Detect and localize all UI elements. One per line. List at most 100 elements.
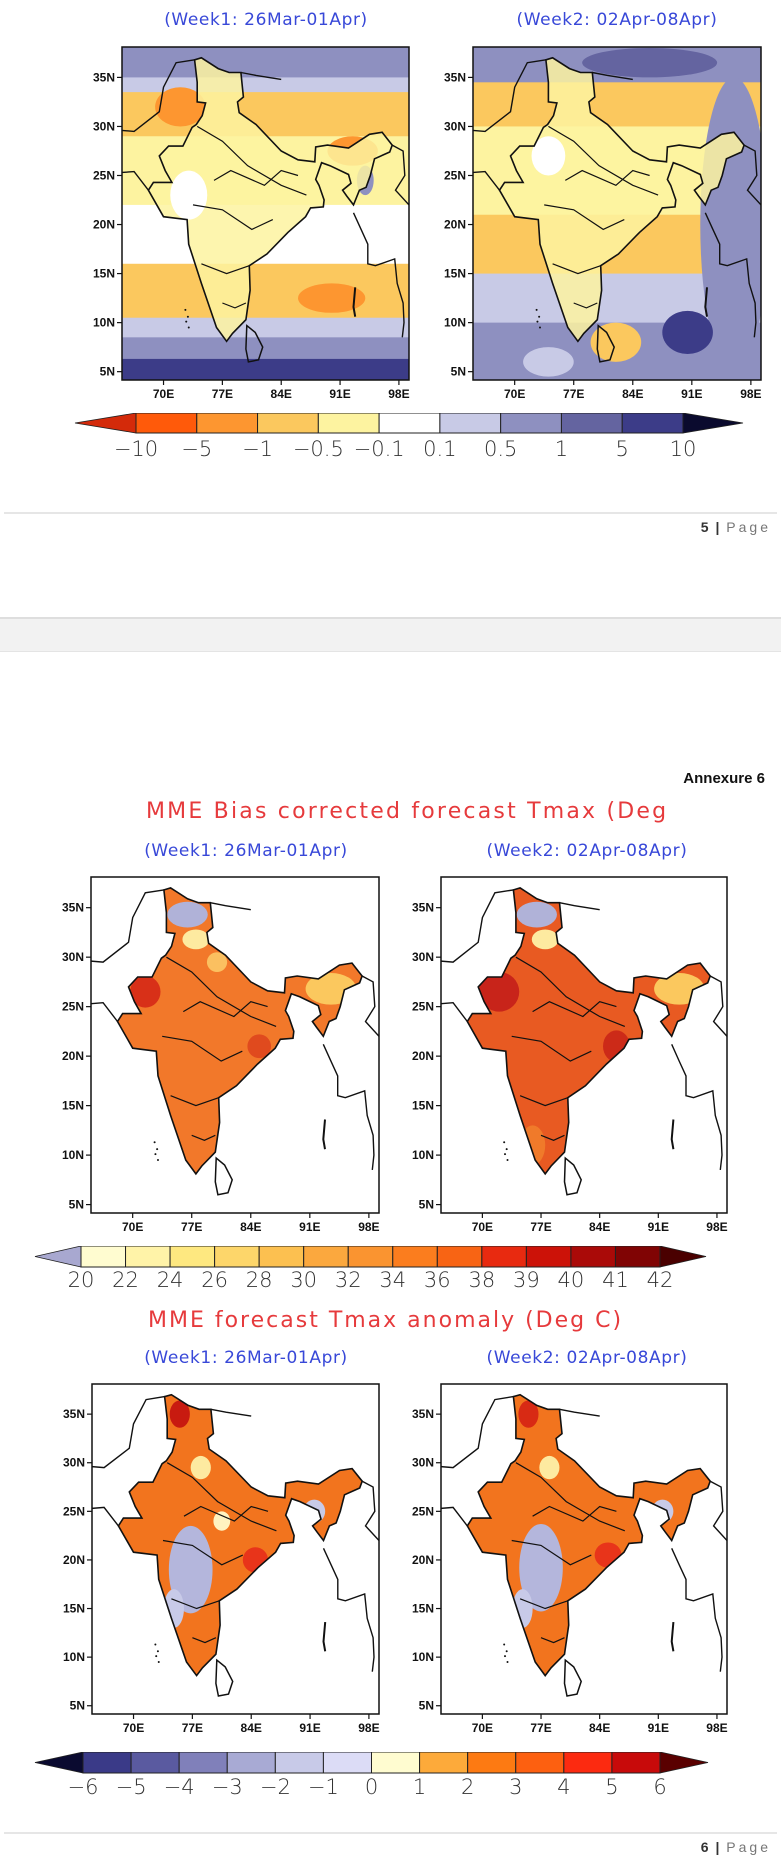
colorbar-arrow-right — [659, 1246, 707, 1268]
state-boundary — [515, 956, 626, 1027]
lat-tick-label: 35N — [444, 70, 466, 84]
colorbar-swatch — [570, 1246, 616, 1268]
andaman-islands — [322, 1622, 327, 1652]
lat-tick-label: 10N — [444, 316, 466, 330]
shaded-region — [182, 929, 210, 950]
shaded-band — [122, 337, 409, 360]
colorbar-label: −3 — [211, 1775, 243, 1799]
india-shading — [499, 57, 745, 342]
colorbar-swatches — [74, 413, 744, 434]
state-boundary — [196, 125, 307, 196]
colorbar-label: 32 — [334, 1268, 362, 1292]
country-boundary — [361, 975, 379, 1037]
sri-lanka-outline — [215, 1658, 234, 1697]
lat-tick-label: 15N — [412, 1099, 434, 1113]
lat-tick-label: 20N — [444, 218, 466, 232]
colorbar-swatch — [621, 413, 684, 434]
state-boundary — [532, 1001, 617, 1018]
colorbar-label: 28 — [245, 1268, 273, 1292]
lon-tick-label: 77E — [563, 387, 584, 401]
state-boundary — [192, 1637, 217, 1644]
shaded-region — [168, 1525, 213, 1614]
lon-tick-label: 77E — [212, 387, 233, 401]
annexure-label: Annexure 6 — [683, 770, 765, 787]
colorbar-swatch — [481, 1246, 527, 1268]
country-boundary — [352, 212, 405, 338]
state-boundary — [519, 1598, 568, 1610]
lakshadweep-island — [154, 1153, 157, 1156]
lon-tick-label: 77E — [182, 1721, 203, 1735]
lakshadweep-island — [506, 1660, 509, 1663]
shaded-band — [122, 47, 409, 78]
colorbar-label: −1 — [242, 437, 274, 461]
colorbar-label: 1 — [554, 437, 569, 461]
lakshadweep-island — [503, 1643, 506, 1646]
shaded-band — [122, 77, 409, 93]
lat-tick-label: 25N — [62, 1000, 84, 1014]
lat-tick-label: 15N — [93, 267, 115, 281]
colorbar-label: −10 — [113, 437, 159, 461]
india-boundary — [116, 887, 364, 1176]
state-boundary — [191, 1134, 216, 1141]
lat-tick-label: 30N — [412, 1456, 434, 1470]
colorbar-label: 39 — [513, 1268, 540, 1292]
lat-tick-label: 15N — [63, 1602, 85, 1616]
shaded-region — [167, 901, 208, 928]
page-footer: 6 | Page — [701, 1839, 771, 1855]
lon-tick-label: 98E — [388, 387, 409, 401]
state-boundary — [519, 1095, 568, 1107]
colorbar-label: 4 — [557, 1775, 571, 1799]
colorbar-label: 26 — [201, 1268, 228, 1292]
india-shading — [467, 887, 711, 1174]
country-boundary — [210, 902, 251, 911]
colorbar-label: 24 — [156, 1268, 184, 1292]
lat-tick-label: 15N — [62, 1099, 84, 1113]
state-boundary — [182, 1001, 268, 1018]
shaded-region — [531, 929, 559, 950]
page-divider — [4, 1832, 777, 1834]
lon-tick-label: 70E — [122, 1220, 143, 1234]
andaman-islands — [322, 1119, 326, 1150]
page-word: Page — [726, 1839, 771, 1855]
country-boundary — [210, 1408, 252, 1417]
colorbar-label: −6 — [67, 1775, 99, 1799]
shaded-region — [169, 1400, 190, 1428]
map-frame — [440, 1383, 728, 1715]
colorbar-swatch — [392, 1246, 438, 1268]
shaded-region — [516, 901, 557, 928]
shaded-region — [662, 310, 713, 355]
colorbar-label: −4 — [163, 1775, 195, 1799]
country-boundary — [441, 1395, 514, 1469]
lakshadweep-island — [538, 326, 541, 329]
india-shading — [117, 887, 363, 1174]
state-boundary — [166, 956, 277, 1027]
state-boundary — [511, 1035, 592, 1062]
lat-tick-label: 20N — [93, 218, 115, 232]
lat-tick-label: 25N — [412, 1504, 434, 1518]
colorbar-label: −0.5 — [292, 437, 344, 461]
colorbar-swatch — [515, 1752, 565, 1774]
anomaly-map-week1: 35N 30N 25N 20N 15N 10N 5N 70E 77E 84E 91E 98E — [63, 1383, 380, 1735]
lon-tick-label: 84E — [589, 1721, 610, 1735]
shaded-region — [213, 1511, 231, 1531]
state-boundary — [544, 204, 625, 231]
anomaly-panel-title-week1: (Week1: 26Mar-01Apr) — [144, 1348, 348, 1368]
shaded-region — [298, 283, 366, 313]
lon-tick-label: 98E — [706, 1721, 727, 1735]
lat-tick-label: 10N — [412, 1650, 434, 1664]
india-shading — [148, 57, 393, 342]
colorbar-swatch — [125, 1246, 171, 1268]
lon-tick-label: 70E — [153, 387, 174, 401]
colorbar-swatch — [525, 1246, 572, 1268]
colorbar-swatches — [34, 1752, 709, 1774]
country-boundary — [559, 902, 600, 911]
state-boundary — [201, 263, 250, 275]
lat-tick-label: 35N — [62, 901, 84, 915]
colorbar-label: 5 — [615, 437, 629, 461]
state-boundary — [532, 1505, 617, 1522]
lakshadweep-island — [186, 315, 189, 318]
lon-tick-label: 98E — [358, 1220, 379, 1234]
colorbar-label: 5 — [605, 1775, 619, 1799]
lon-tick-label: 91E — [648, 1721, 669, 1735]
colorbar-swatch — [500, 413, 562, 434]
